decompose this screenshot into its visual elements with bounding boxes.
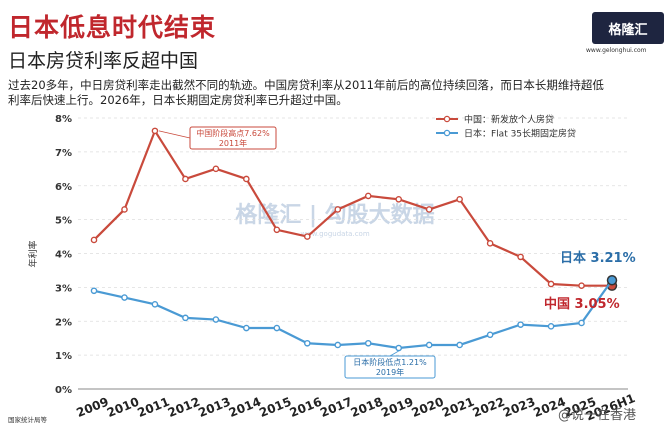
data-point bbox=[395, 195, 403, 203]
data-point bbox=[364, 192, 372, 200]
annotation-leader bbox=[389, 350, 399, 357]
data-point bbox=[606, 275, 618, 286]
data-point bbox=[456, 341, 463, 349]
series-line-0 bbox=[93, 128, 612, 287]
data-point bbox=[486, 331, 494, 339]
data-point bbox=[334, 341, 342, 349]
y-tick-label: 7% bbox=[55, 148, 72, 159]
watermark-text: 格隆汇 | 勾股大数据 bbox=[235, 202, 434, 228]
chart-title: 日本低息时代结束 bbox=[8, 13, 217, 42]
annotation-japan-low: 日本阶段低点1.21% bbox=[353, 357, 427, 367]
data-point bbox=[121, 294, 128, 301]
series-line-1 bbox=[93, 279, 613, 350]
annotation-china-peak: 中国阶段高点7.62% bbox=[196, 128, 270, 138]
data-point bbox=[90, 287, 98, 295]
data-point bbox=[517, 253, 524, 261]
data-point bbox=[364, 339, 372, 347]
data-point bbox=[243, 324, 250, 332]
annotation-japan-low-year: 2019年 bbox=[376, 367, 404, 377]
data-point bbox=[456, 195, 463, 203]
data-point bbox=[303, 233, 311, 240]
y-tick-label: 0% bbox=[55, 385, 72, 396]
annotation-japan-end: 日本 3.21% bbox=[560, 250, 636, 266]
watermark-url: www.gogudata.com bbox=[300, 230, 369, 238]
data-point bbox=[90, 236, 98, 244]
data-point bbox=[547, 323, 555, 330]
data-point bbox=[486, 240, 494, 247]
legend-label: 中国：新发放个人房贷 bbox=[464, 114, 554, 126]
y-tick-label: 3% bbox=[55, 283, 72, 294]
chart-description: 过去20多年，中日房贷利率走出截然不同的轨迹。中国房贷利率从2011年前后的高位… bbox=[8, 78, 604, 107]
data-point bbox=[303, 339, 311, 347]
y-tick-label: 1% bbox=[55, 351, 72, 362]
annotation-leader bbox=[158, 130, 191, 139]
data-point bbox=[334, 206, 342, 213]
data-point bbox=[182, 175, 189, 183]
y-tick-label: 5% bbox=[55, 216, 72, 227]
y-tick-label: 6% bbox=[55, 182, 72, 193]
legend-label: 日本：Flat 35长期固定房贷 bbox=[464, 128, 576, 140]
data-point bbox=[547, 280, 555, 288]
annotation-china-peak-year: 2011年 bbox=[219, 138, 247, 148]
data-point bbox=[273, 324, 281, 332]
brand-logo: 格隆汇 bbox=[592, 12, 664, 44]
weibo-handle: @说一在香港 bbox=[558, 408, 637, 423]
data-point bbox=[151, 301, 159, 308]
y-axis-label: 年利率 bbox=[27, 240, 39, 267]
data-point bbox=[517, 321, 524, 328]
source-note: 国家统计局等 bbox=[8, 416, 47, 424]
data-point bbox=[121, 206, 128, 213]
data-point bbox=[578, 282, 585, 289]
legend-marker bbox=[443, 115, 451, 123]
data-point bbox=[425, 341, 433, 349]
data-point bbox=[578, 319, 585, 327]
data-point bbox=[243, 175, 250, 183]
data-point bbox=[182, 314, 189, 322]
data-point bbox=[212, 316, 220, 323]
logo-name: 格隆汇 bbox=[608, 22, 648, 38]
data-point bbox=[212, 165, 220, 173]
chart-subtitle: 日本房贷利率反超中国 bbox=[8, 50, 199, 72]
y-tick-label: 2% bbox=[55, 317, 72, 328]
data-point bbox=[151, 127, 159, 135]
y-tick-label: 4% bbox=[55, 250, 72, 261]
data-point bbox=[273, 226, 281, 234]
data-point bbox=[395, 344, 403, 352]
y-tick-label: 8% bbox=[55, 114, 72, 125]
logo-url: www.gelonghui.com bbox=[586, 47, 647, 54]
data-point bbox=[425, 206, 433, 213]
legend-marker bbox=[443, 129, 451, 137]
annotation-china-end: 中国 3.05% bbox=[544, 296, 620, 312]
